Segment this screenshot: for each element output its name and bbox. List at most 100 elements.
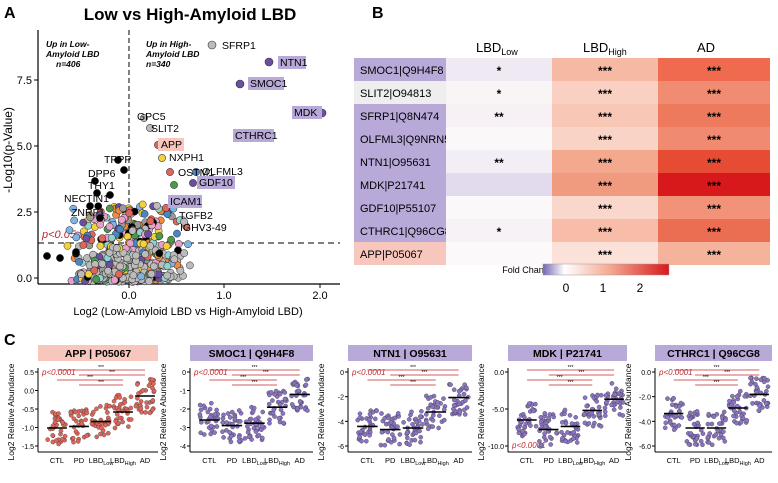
significance-stars: *** — [707, 202, 721, 216]
sample-point — [705, 421, 711, 427]
sample-point — [620, 400, 626, 405]
point — [105, 248, 114, 257]
sample-point — [84, 410, 90, 416]
significance-stars: * — [497, 64, 502, 78]
gene-label: NXPH1 — [169, 152, 204, 164]
sample-point — [688, 431, 694, 436]
bracket-stars: *** — [98, 365, 104, 371]
sample-point — [679, 415, 685, 420]
gene-label: MDK — [294, 107, 317, 119]
point — [119, 204, 127, 213]
sample-point — [270, 398, 275, 403]
significance-stars: * — [497, 87, 502, 101]
boxplot-p-value: p<0.0001 — [658, 368, 693, 377]
sample-point — [663, 420, 669, 426]
heatmap-cell — [446, 196, 552, 219]
sample-point — [567, 413, 573, 418]
group-label: PD — [690, 456, 701, 465]
legend-title: Fold Change — [502, 265, 554, 275]
boxplot-p-value: p<0.0001 — [41, 368, 76, 377]
sample-point — [407, 442, 412, 447]
point — [138, 200, 147, 209]
sample-point — [671, 427, 677, 432]
boxplot-tick-label: -4 — [338, 419, 344, 426]
sample-point — [357, 434, 362, 440]
point — [107, 233, 116, 242]
sample-point — [676, 423, 682, 428]
significance-stars: * — [497, 225, 502, 239]
sample-point — [56, 441, 61, 447]
legend-tick: 1 — [600, 281, 607, 295]
sample-point — [731, 413, 736, 419]
sample-point — [378, 442, 384, 448]
y-tick: 0.0 — [17, 273, 32, 285]
significance-stars: *** — [598, 156, 612, 170]
point — [176, 266, 185, 275]
sample-point — [723, 417, 728, 423]
point — [141, 250, 150, 259]
sample-point — [277, 391, 283, 397]
volcano-x-label: Log2 (Low-Amyloid LBD vs High-Amyloid LB… — [73, 306, 302, 318]
sample-point — [98, 404, 103, 409]
sample-point — [305, 408, 310, 413]
sample-point — [442, 407, 447, 412]
heatmap-cell — [552, 219, 658, 242]
sample-point — [392, 415, 398, 421]
sample-point — [71, 439, 76, 445]
right-header-line: Amyloid LBD — [145, 49, 199, 59]
sample-point — [379, 411, 384, 416]
sample-point — [133, 403, 139, 409]
heatmap-row-label-bg — [354, 219, 446, 242]
sample-point — [143, 410, 148, 415]
sample-point — [58, 428, 64, 434]
sample-point — [362, 432, 368, 437]
group-label: LBDLow — [242, 456, 267, 467]
sample-point — [260, 409, 265, 415]
sample-point — [139, 409, 144, 415]
sample-point — [149, 377, 155, 382]
point — [96, 220, 105, 229]
sample-point — [94, 434, 99, 440]
point — [189, 179, 197, 187]
boxplot-tick-label: -4.0 — [639, 419, 651, 426]
sample-point — [436, 425, 441, 431]
sample-point — [463, 398, 468, 403]
sample-point — [296, 388, 302, 394]
point — [104, 266, 112, 275]
boxplot-tick-label: -10.0 — [488, 444, 504, 451]
volcano-y-ticks: 0.0 2.5 5.0 7.5 — [17, 75, 38, 285]
sample-point — [442, 417, 447, 423]
point — [114, 156, 122, 164]
point — [79, 241, 88, 249]
sample-point — [754, 376, 759, 381]
heatmap-cell — [658, 127, 770, 150]
sample-point — [451, 402, 457, 408]
significance-stars: *** — [598, 133, 612, 147]
sample-point — [214, 424, 220, 429]
sample-point — [618, 405, 623, 410]
sample-point — [722, 439, 728, 444]
panel-b-label: B — [372, 5, 384, 22]
sample-point — [721, 409, 727, 415]
sample-point — [281, 420, 286, 426]
sample-point — [441, 396, 446, 401]
sample-point — [304, 377, 309, 382]
sample-point — [754, 385, 760, 390]
sample-point — [551, 414, 556, 420]
group-label: CTL — [667, 456, 681, 465]
sample-point — [395, 411, 401, 416]
boxplot-1: SMOC1 | Q9H4F8 0 -1 -2 -3 -4 Log2 Relative Abu… — [158, 345, 313, 467]
heatmap-cell — [658, 81, 770, 104]
boxplot-title: APP | P05067 — [65, 348, 132, 360]
sample-point — [417, 428, 422, 434]
sample-point — [430, 424, 435, 429]
sample-point — [117, 395, 122, 400]
sample-point — [245, 430, 251, 435]
sample-point — [297, 399, 303, 404]
sample-point — [276, 415, 282, 421]
sample-point — [547, 434, 553, 440]
sample-point — [516, 426, 521, 432]
sample-point — [428, 395, 434, 400]
sample-point — [198, 407, 204, 413]
boxplot-tick-label: -1.5 — [22, 444, 34, 451]
